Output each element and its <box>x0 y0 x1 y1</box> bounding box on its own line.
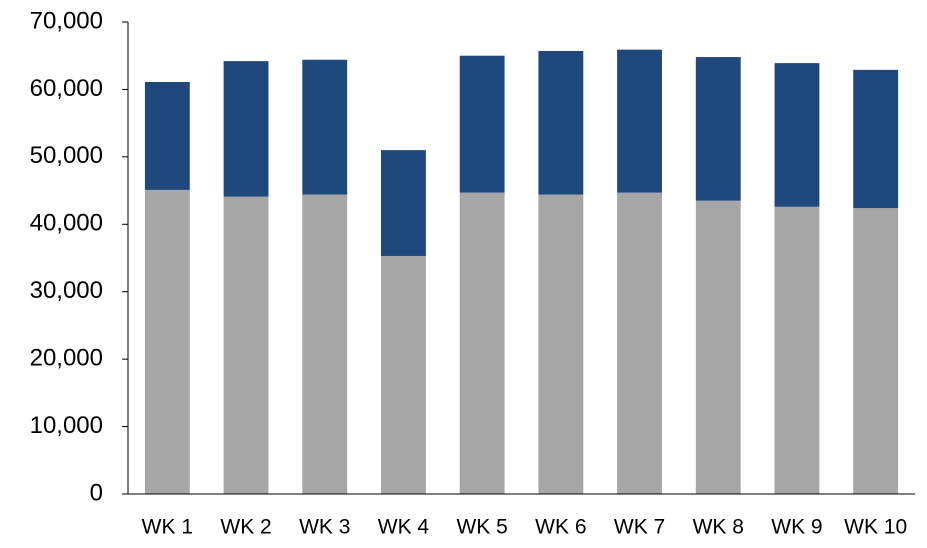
x-tick-label: WK 6 <box>535 516 586 539</box>
bar-segment <box>459 55 505 193</box>
bar-segment <box>617 49 662 193</box>
bar-segment <box>381 255 426 494</box>
x-tick-label: WK 1 <box>142 516 193 539</box>
y-tick-label: 70,000 <box>30 7 103 34</box>
x-tick-label: WK 2 <box>220 516 271 539</box>
bar-segment <box>695 200 741 494</box>
x-tick-label: WK 9 <box>771 516 822 539</box>
x-tick-label: WK 4 <box>378 516 430 539</box>
bar-segment <box>302 194 348 495</box>
bar-segment <box>459 192 505 494</box>
y-tick-label: 10,000 <box>30 412 103 439</box>
y-tick-label: 30,000 <box>30 277 103 304</box>
bar-segment <box>538 194 584 495</box>
y-tick-label: 60,000 <box>30 75 103 102</box>
bar-segment <box>302 59 348 195</box>
bar-segment <box>853 69 899 209</box>
bar-segment <box>774 63 820 207</box>
x-tick-label: WK 5 <box>456 516 507 539</box>
bar-segment <box>144 189 190 494</box>
bar-segment <box>617 192 662 494</box>
x-tick-label: WK 3 <box>299 516 350 539</box>
bar-segment <box>144 82 190 190</box>
x-tick-label: WK 10 <box>844 516 907 539</box>
x-tick-label: WK 8 <box>693 516 744 539</box>
bar-segment <box>853 208 899 495</box>
bar-segment <box>381 150 426 256</box>
y-tick-label: 20,000 <box>30 344 103 371</box>
bar-segment <box>695 57 741 201</box>
y-tick-label: 40,000 <box>30 210 103 237</box>
bar-segment <box>774 206 820 495</box>
bar-segment <box>223 196 269 494</box>
bar-segment <box>538 50 584 195</box>
y-tick-label: 0 <box>90 479 103 506</box>
y-tick-label: 50,000 <box>30 142 103 169</box>
bar-segment <box>223 61 269 197</box>
x-tick-label: WK 7 <box>614 516 665 539</box>
